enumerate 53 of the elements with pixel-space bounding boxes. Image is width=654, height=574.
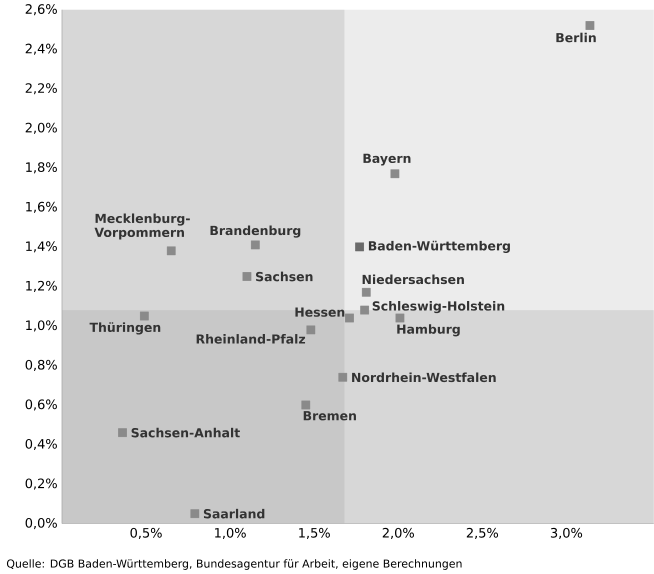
point [118, 428, 127, 438]
y-tick-label: 0,4% [26, 438, 57, 450]
x-tick-label: 1,5% [299, 528, 330, 540]
point [586, 21, 594, 30]
point [355, 242, 364, 252]
annotation: Hamburg [397, 324, 460, 336]
annotation: Sachsen [256, 272, 312, 282]
y-tick-label: 2,0% [26, 122, 57, 134]
y-tick-label: 1,6% [26, 202, 57, 213]
source-note: Quelle: DGB Baden-Württemberg, Bundesagentur für Arbeit, eigene Berechnungen [6, 559, 462, 570]
annotation: Brandenburg [210, 226, 300, 238]
y-tick-label: 0,8% [26, 360, 57, 371]
y-tick-label: 1,8% [26, 162, 57, 174]
y-tick-label: 2,4% [26, 44, 57, 55]
annotation: Nordrhein-Westfalen [352, 372, 496, 382]
point [306, 325, 316, 334]
annotation: Schleswig-Holstein [372, 301, 504, 314]
annotation: Bayern [363, 154, 410, 166]
y-tick-label: 0,6% [26, 399, 57, 411]
y-tick-label: 0,0% [26, 518, 57, 530]
annotation: Niedersachsen [362, 274, 464, 284]
point [301, 400, 310, 410]
point [362, 288, 371, 297]
x-tick-label: 0,5% [130, 528, 162, 540]
y-tick-label: 1,2% [26, 280, 57, 292]
y-tick-label: 2,6% [26, 4, 57, 16]
annotation: Bremen [304, 411, 356, 420]
point [250, 240, 260, 250]
annotation: Sachsen-Anhalt [132, 428, 240, 438]
point [190, 509, 200, 518]
point [338, 372, 348, 382]
point [166, 246, 176, 256]
x-tick-label: 2,5% [466, 528, 498, 540]
annotation: Baden-Württemberg [368, 240, 510, 254]
x-tick-label: 3,0% [550, 528, 582, 540]
point [345, 314, 354, 322]
y-tick-label: 0,2% [26, 478, 57, 490]
x-tick-label: 2,0% [382, 528, 414, 540]
point [360, 306, 370, 314]
annotation: Mecklenburg-Vorpommern [94, 213, 190, 240]
point [390, 169, 400, 178]
y-tick-label: 1,0% [26, 320, 57, 332]
annotation: Hessen [295, 308, 344, 317]
point [242, 272, 252, 281]
annotation: Berlin [556, 32, 596, 42]
annotation: Thüringen [90, 322, 160, 335]
y-tick-label: 1,4% [26, 241, 57, 252]
annotation: Rheinland-Pfalz [196, 334, 306, 344]
point [396, 314, 404, 322]
point [140, 312, 149, 320]
annotation: Saarland [204, 508, 264, 518]
x-tick-label: 1,0% [215, 528, 246, 540]
y-tick-label: 2,2% [26, 83, 57, 94]
